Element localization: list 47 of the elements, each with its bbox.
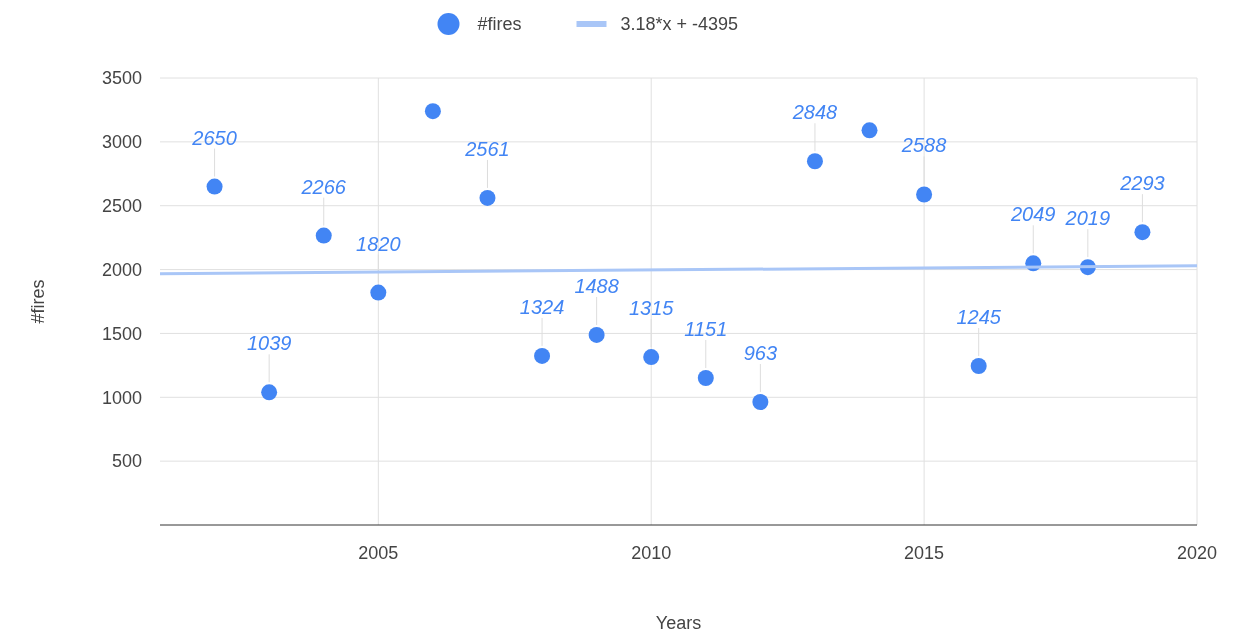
- point: [970, 358, 987, 374]
- y-tick-label: 3000: [101, 132, 142, 153]
- point: [206, 178, 223, 195]
- data-label: 2561: [464, 137, 510, 160]
- point: [643, 349, 660, 366]
- point: [424, 103, 441, 120]
- y-tick-label: 1000: [101, 387, 142, 408]
- data-label: 1039: [246, 332, 292, 355]
- y-tick-label: 3500: [101, 68, 142, 89]
- point: [370, 284, 387, 301]
- data-label: 963: [743, 342, 778, 365]
- point: [916, 186, 933, 203]
- data-label: 1315: [628, 297, 675, 320]
- data-label: 2588: [900, 134, 947, 157]
- data-label: 1324: [519, 295, 565, 318]
- data-label: 2019: [1064, 207, 1111, 230]
- data-label: 1488: [574, 274, 619, 297]
- x-tick-label: 2015: [904, 543, 945, 563]
- x-tick-label: 2005: [358, 543, 399, 563]
- point: [861, 122, 878, 139]
- y-tick-label: 2500: [101, 196, 142, 217]
- point: [479, 189, 496, 206]
- point: [261, 384, 278, 401]
- x-tick-label: 2010: [631, 543, 672, 563]
- y-tick-label: 1500: [101, 323, 142, 344]
- y-tick-label: 500: [111, 451, 142, 472]
- point: [588, 326, 605, 343]
- point: [534, 347, 551, 364]
- data-label: 1245: [956, 306, 1002, 328]
- legend-label: #fires: [477, 14, 522, 35]
- point: [806, 153, 823, 170]
- point: [315, 227, 332, 244]
- point: [1134, 224, 1151, 241]
- y-axis-title: #fires: [28, 279, 48, 324]
- data-label: 2293: [1119, 172, 1165, 195]
- data-label: 2848: [791, 101, 838, 124]
- data-label: 2049: [1010, 203, 1056, 226]
- legend-label: 3.18*x + -4395: [620, 14, 739, 35]
- data-label: 2650: [191, 126, 237, 149]
- x-tick-label: 2020: [1176, 543, 1218, 563]
- data-label: 1151: [684, 318, 728, 340]
- data-label: 2266: [300, 175, 347, 198]
- y-tick-label: 2000: [101, 259, 142, 280]
- data-label: 1820: [356, 232, 401, 255]
- point: [752, 394, 769, 411]
- point: [697, 370, 714, 386]
- x-axis-title: Years: [655, 613, 702, 633]
